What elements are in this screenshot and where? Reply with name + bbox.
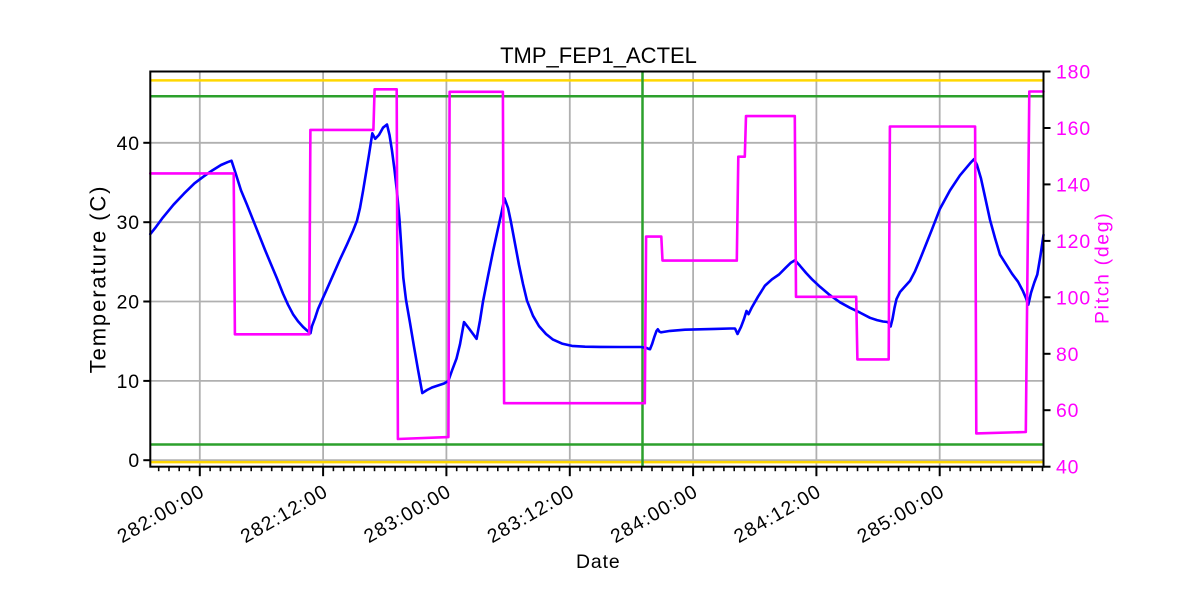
svg-text:100: 100 xyxy=(1056,287,1091,309)
svg-text:20: 20 xyxy=(117,292,140,314)
svg-text:60: 60 xyxy=(1056,400,1079,422)
svg-text:10: 10 xyxy=(117,371,140,393)
svg-text:160: 160 xyxy=(1056,118,1091,140)
svg-text:120: 120 xyxy=(1056,231,1091,253)
svg-text:140: 140 xyxy=(1056,174,1091,196)
svg-text:0: 0 xyxy=(128,450,140,472)
svg-text:180: 180 xyxy=(1056,62,1091,84)
svg-text:30: 30 xyxy=(117,212,140,234)
svg-text:40: 40 xyxy=(117,133,140,155)
svg-text:TMP_FEP1_ACTEL: TMP_FEP1_ACTEL xyxy=(500,43,697,68)
svg-text:Pitch (deg): Pitch (deg) xyxy=(1092,212,1114,324)
svg-text:40: 40 xyxy=(1056,457,1079,479)
svg-text:80: 80 xyxy=(1056,344,1079,366)
svg-text:Temperature (C): Temperature (C) xyxy=(86,185,111,374)
svg-text:Date: Date xyxy=(576,551,621,573)
